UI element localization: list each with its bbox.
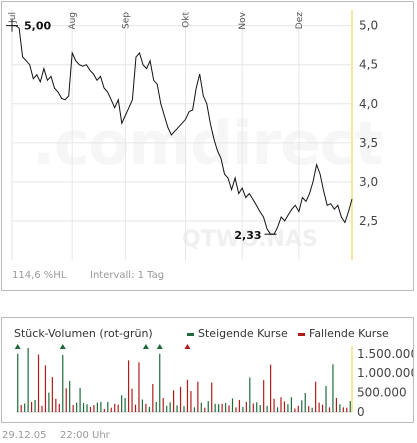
volume-overflow-arrow: [184, 344, 191, 349]
volume-overflow-arrow: [142, 344, 149, 349]
price-chart: .comdirect QTWO.NAS 5,0 4,5 4,0 3,5 3,0 2,5 Jul A…: [6, 10, 383, 260]
low-label: 2,33: [234, 229, 261, 242]
price-y-tick: 3,5: [359, 136, 378, 150]
price-line: [12, 25, 353, 235]
time-label: 22:00 Uhr: [60, 430, 110, 441]
volume-overflow-arrow: [14, 344, 21, 349]
volume-y-tick: 1.000.000: [357, 366, 413, 380]
legend-up-label: Steigende Kurse: [198, 327, 288, 340]
watermark-text: .comdirect: [32, 109, 382, 179]
price-month-label: Aug: [68, 12, 78, 30]
price-month-label: Nov: [238, 11, 248, 29]
volume-chart: 1.500.000 1.000.000 500.000 0: [14, 344, 413, 419]
high-label: 5,00: [24, 20, 51, 33]
price-y-tick: 4,0: [359, 97, 378, 111]
price-month-label: Jul: [8, 12, 18, 24]
legend-up-swatch: [187, 332, 194, 336]
legend-down-label: Fallende Kurse: [309, 327, 389, 340]
price-y-tick: 2,5: [359, 214, 378, 228]
hl-label: 114,6 %HL: [12, 270, 67, 281]
volume-overflow-arrow: [59, 344, 66, 349]
legend-down-swatch: [298, 332, 305, 336]
interval-label: Intervall: 1 Tag: [90, 270, 165, 281]
volume-title: Stück-Volumen (rot-grün): [14, 327, 153, 340]
volume-y-tick: 500.000: [357, 386, 407, 400]
date-label: 29.12.05: [2, 430, 47, 441]
price-month-label: Okt: [182, 12, 192, 28]
legend-up: Steigende Kurse: [187, 327, 288, 340]
volume-chart-panel: Stück-Volumen (rot-grün) Steigende Kurse…: [1, 317, 414, 423]
price-y-tick: 4,5: [359, 58, 378, 72]
price-chart-panel: .comdirect QTWO.NAS 5,0 4,5 4,0 3,5 3,0 2,5 Jul A…: [1, 1, 414, 291]
legend-down: Fallende Kurse: [298, 327, 389, 340]
price-month-label: Sep: [121, 12, 131, 29]
price-y-tick: 5,0: [359, 19, 378, 33]
volume-overflow-arrow: [156, 344, 163, 349]
symbol-watermark: QTWO.NAS: [182, 227, 318, 252]
volume-y-tick: 1.500.000: [357, 347, 413, 361]
volume-y-tick: 0: [357, 405, 365, 419]
price-month-label: Dez: [295, 12, 305, 29]
price-y-tick: 3,0: [359, 175, 378, 189]
